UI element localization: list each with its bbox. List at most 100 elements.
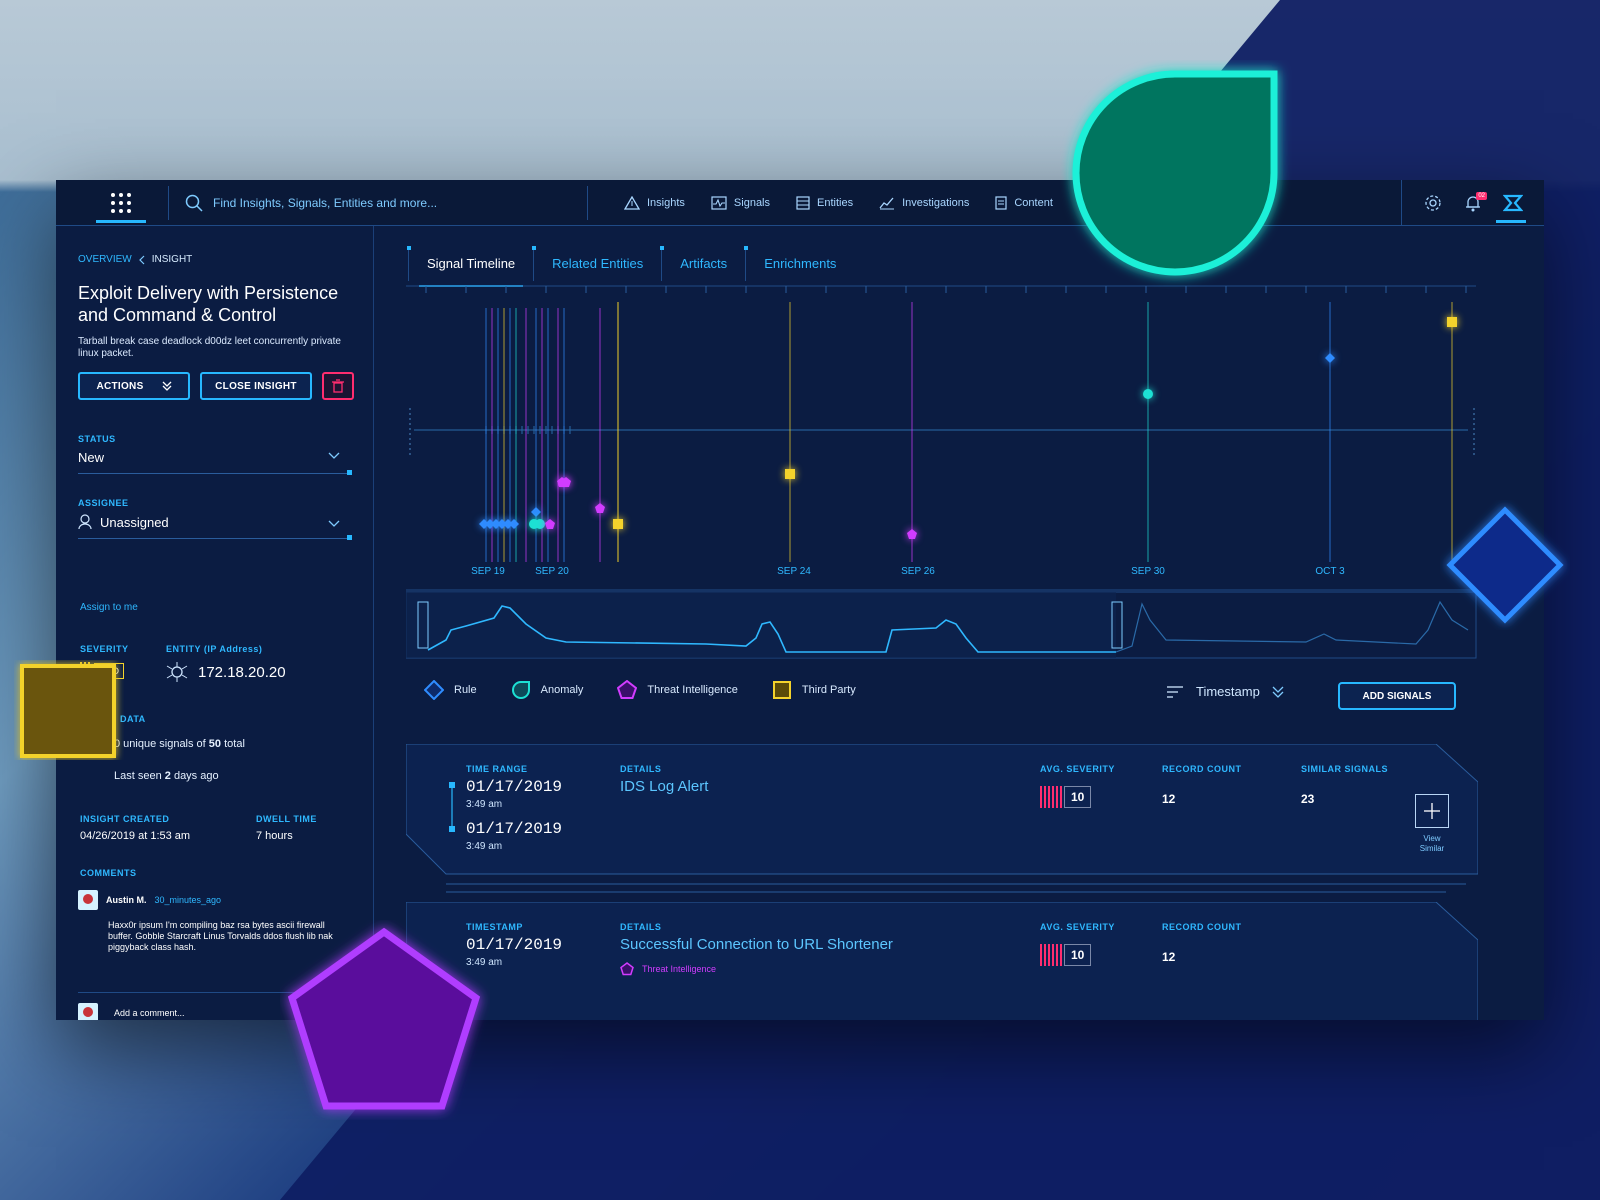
- delete-button[interactable]: [322, 372, 354, 400]
- timestamp-label: TIMESTAMP: [466, 922, 523, 932]
- threat-marker[interactable]: [545, 519, 555, 529]
- comment-body: Haxx0r ipsum I'm compiling baz rsa bytes…: [108, 920, 333, 952]
- status-label: STATUS: [78, 434, 116, 444]
- end-time: 3:49 am: [466, 841, 503, 852]
- avatar: [78, 890, 98, 910]
- signal-timeline-chart[interactable]: SEP 19 SEP 20 SEP 24 SEP 26 SEP 30 OCT 3: [406, 284, 1486, 594]
- drop-icon: [511, 681, 530, 699]
- third-party-marker[interactable]: [613, 519, 623, 529]
- chart-line-icon: [879, 197, 895, 210]
- nav-content[interactable]: Content: [995, 196, 1053, 210]
- timeline-overview-minimap[interactable]: [406, 590, 1486, 660]
- legend-anomaly[interactable]: Anomaly: [511, 680, 583, 700]
- tab-signal-timeline[interactable]: Signal Timeline: [406, 246, 533, 287]
- rule-marker[interactable]: [491, 519, 501, 529]
- rule-marker[interactable]: [479, 519, 489, 529]
- active-indicator: [96, 220, 146, 223]
- assign-to-me-link[interactable]: Assign to me: [80, 602, 138, 613]
- insight-created-label: INSIGHT CREATED: [80, 814, 170, 824]
- brand-logo-button[interactable]: [1502, 192, 1524, 214]
- severity-label: SEVERITY: [80, 644, 129, 654]
- view-similar-label: View Similar: [1419, 834, 1445, 853]
- start-time: 3:49 am: [466, 799, 503, 810]
- legend-third-party[interactable]: Third Party: [772, 680, 856, 700]
- third-party-marker[interactable]: [1447, 317, 1457, 327]
- rule-marker[interactable]: [497, 519, 507, 529]
- third-party-marker[interactable]: [785, 469, 795, 479]
- status-field[interactable]: STATUS New: [78, 434, 352, 475]
- anomaly-marker[interactable]: [535, 519, 545, 529]
- avg-severity-label: AVG. SEVERITY: [1040, 764, 1115, 774]
- rule-marker[interactable]: [531, 507, 541, 517]
- rule-marker[interactable]: [1325, 353, 1335, 363]
- timestamp-date: 01/17/2019: [466, 936, 563, 954]
- nav-entities[interactable]: Entities: [796, 196, 853, 210]
- signal-details-link[interactable]: IDS Log Alert: [620, 778, 709, 795]
- rule-marker[interactable]: [503, 519, 513, 529]
- insight-description: Tarball break case deadlock d00dz leet c…: [78, 336, 341, 359]
- database-icon: [796, 196, 810, 210]
- legend-label: Third Party: [801, 684, 856, 696]
- nav-label: Signals: [733, 197, 770, 209]
- legend-threat-intelligence[interactable]: Threat Intelligence: [617, 680, 738, 700]
- threat-pentagon-decoration: [287, 927, 481, 1110]
- legend-rule[interactable]: Rule: [424, 680, 477, 700]
- threat-marker[interactable]: [561, 477, 571, 487]
- x-axis-labels: SEP 19 SEP 20 SEP 24 SEP 26 SEP 30 OCT 3: [471, 566, 1345, 577]
- notifications-button[interactable]: 02: [1462, 192, 1487, 214]
- tab-enrichments[interactable]: Enrichments: [744, 246, 854, 281]
- legend-label: Threat Intelligence: [647, 684, 738, 696]
- x-tick-label: SEP 19: [471, 566, 505, 577]
- top-bar: Insights Signals Entities Investigations…: [56, 180, 1544, 226]
- rule-marker[interactable]: [509, 519, 519, 529]
- diamond-icon: [424, 680, 444, 700]
- signal-card[interactable]: TIMESTAMP 01/17/2019 3:49 am DETAILS Suc…: [406, 902, 1478, 1020]
- nav-investigations[interactable]: Investigations: [879, 196, 969, 210]
- trash-icon: [332, 379, 344, 393]
- signal-stems: [485, 302, 1453, 562]
- bell-icon: [1466, 196, 1480, 212]
- entity-value[interactable]: 172.18.20.20: [198, 663, 286, 681]
- notification-badge: 02: [1476, 192, 1487, 200]
- record-count-value: 12: [1162, 792, 1176, 806]
- settings-button[interactable]: [1422, 192, 1444, 214]
- anomaly-marker[interactable]: [1143, 389, 1153, 399]
- avg-severity-indicator: 10: [1040, 786, 1092, 808]
- signal-details-link[interactable]: Successful Connection to URL Shortener: [620, 936, 893, 953]
- signal-card[interactable]: TIME RANGE 01/17/2019 3:49 am 01/17/2019…: [406, 744, 1478, 875]
- insight-panel: OVERVIEW INSIGHT Exploit Delivery with P…: [56, 226, 374, 1020]
- view-similar-button[interactable]: View Similar: [1412, 794, 1452, 854]
- search-bar[interactable]: [168, 186, 588, 220]
- tab-artifacts[interactable]: Artifacts: [660, 246, 745, 281]
- threat-marker[interactable]: [907, 529, 917, 539]
- nav-insights[interactable]: Insights: [624, 196, 685, 210]
- threat-marker[interactable]: [595, 503, 605, 513]
- timestamp-time: 3:49 am: [466, 957, 503, 968]
- record-count-label: RECORD COUNT: [1162, 764, 1242, 774]
- triangle-alert-icon: [624, 196, 640, 210]
- third-party-square-decoration: [20, 664, 116, 758]
- assignee-value-row: Unassigned: [78, 514, 348, 530]
- search-input[interactable]: [213, 196, 513, 210]
- close-insight-button[interactable]: CLOSE INSIGHT: [200, 372, 312, 400]
- apps-grid-icon[interactable]: [110, 192, 132, 214]
- plus-icon: [1424, 803, 1440, 819]
- chevron-down-icon: [328, 452, 340, 459]
- card-frame: [406, 902, 1478, 1020]
- x-tick-label: SEP 20: [535, 566, 569, 577]
- sort-dropdown[interactable]: Timestamp: [1166, 684, 1284, 699]
- assignee-field[interactable]: ASSIGNEE Unassigned: [78, 498, 352, 540]
- insight-created-value: 04/26/2019 at 1:53 am: [80, 830, 191, 842]
- nav-label: Investigations: [902, 197, 970, 209]
- rule-marker[interactable]: [485, 519, 495, 529]
- actions-button[interactable]: ACTIONS: [78, 372, 190, 400]
- add-signals-button[interactable]: ADD SIGNALS: [1338, 682, 1456, 710]
- nav-signals[interactable]: Signals: [711, 196, 770, 210]
- avg-severity-label: AVG. SEVERITY: [1040, 922, 1115, 932]
- user-icon: [78, 514, 92, 530]
- tab-related-entities[interactable]: Related Entities: [532, 246, 661, 281]
- field-underline: [78, 535, 352, 540]
- signal-type-tag: Threat Intelligence: [620, 962, 716, 976]
- breadcrumb-overview[interactable]: OVERVIEW: [78, 254, 132, 265]
- add-comment-input[interactable]: [114, 1008, 231, 1018]
